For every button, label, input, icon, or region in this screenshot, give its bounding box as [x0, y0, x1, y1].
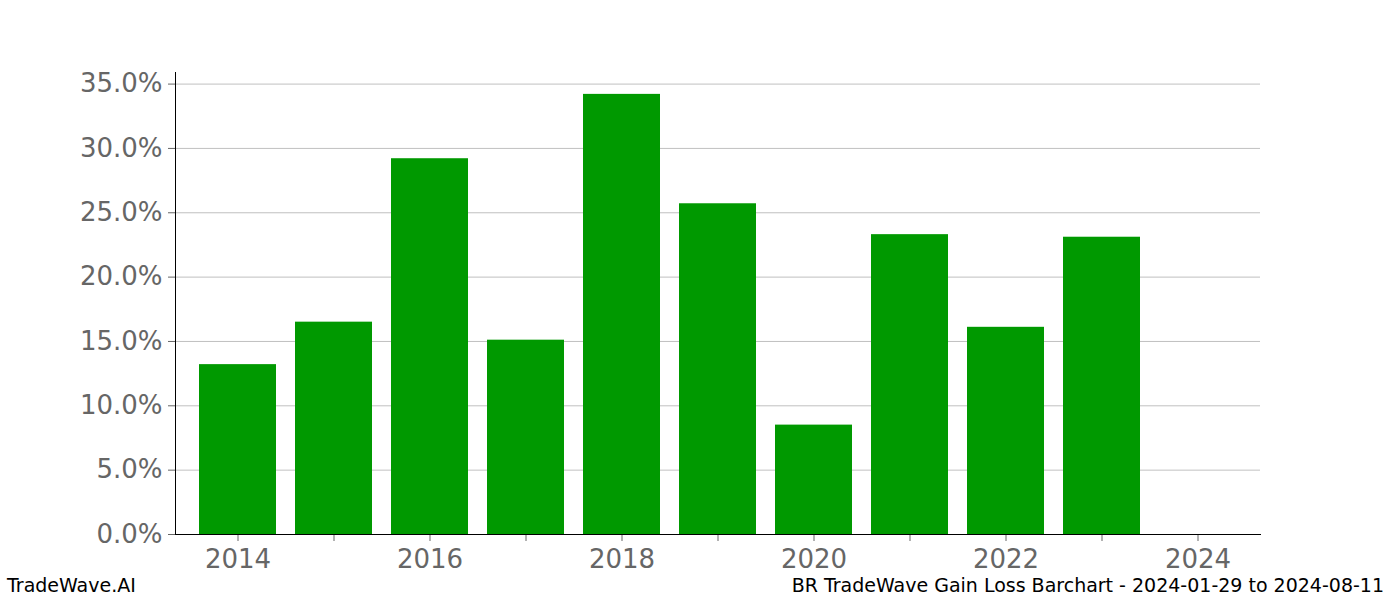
svg-text:0.0%: 0.0% — [96, 519, 162, 549]
svg-text:2020: 2020 — [781, 544, 847, 570]
svg-text:35.0%: 35.0% — [80, 68, 163, 98]
svg-text:2018: 2018 — [589, 544, 655, 570]
svg-text:10.0%: 10.0% — [80, 390, 163, 420]
svg-text:5.0%: 5.0% — [96, 454, 162, 484]
svg-text:30.0%: 30.0% — [80, 133, 163, 163]
svg-text:15.0%: 15.0% — [80, 326, 163, 356]
svg-text:2022: 2022 — [973, 544, 1039, 570]
html-text:TradeWave.AI: TradeWave.AI — [7, 574, 136, 596]
html-text:BR TradeWave Gain Loss Barchar: BR TradeWave Gain Loss Barchart - 2024-0… — [791, 574, 1384, 596]
svg-text:2014: 2014 — [205, 544, 271, 570]
svg-text:20.0%: 20.0% — [80, 261, 163, 291]
svg-text:25.0%: 25.0% — [80, 197, 163, 227]
svg-text:2016: 2016 — [397, 544, 463, 570]
svg-text:2024: 2024 — [1165, 544, 1231, 570]
